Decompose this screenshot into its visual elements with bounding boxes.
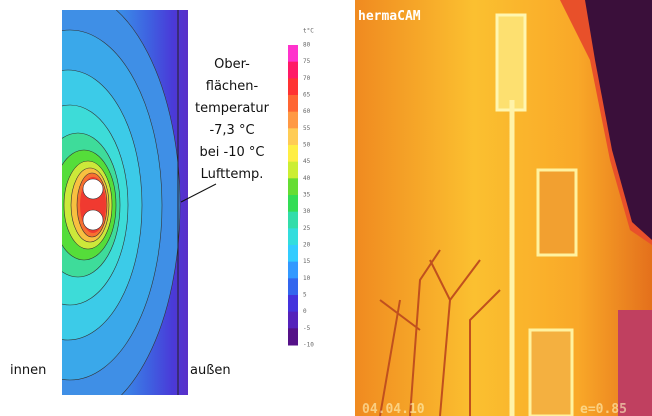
- legend-swatch: [288, 61, 298, 79]
- legend-swatch: [288, 78, 298, 96]
- legend-swatch: [288, 45, 298, 63]
- label-inside: innen: [10, 363, 46, 378]
- legend-tick-label: 50: [303, 142, 311, 149]
- legend-tick-label: 40: [303, 175, 311, 182]
- legend-swatch: [288, 178, 298, 196]
- window: [495, 13, 527, 112]
- window: [528, 328, 574, 416]
- legend-swatch: [288, 228, 298, 246]
- label-outside: außen: [190, 363, 231, 378]
- annotation-line: Lufttemp.: [201, 167, 264, 182]
- legend-tick-label: 70: [303, 75, 311, 82]
- legend-swatch: [288, 278, 298, 296]
- legend-swatch: [288, 261, 298, 279]
- legend-unit: t°C: [303, 28, 314, 35]
- legend-tick-label: 5: [303, 292, 307, 299]
- leader-line: [180, 183, 217, 203]
- legend-tick-label: -5: [303, 325, 311, 332]
- tree: [379, 249, 501, 416]
- annotation-line: temperatur: [195, 101, 270, 116]
- pipe: [82, 209, 104, 231]
- window: [536, 168, 578, 257]
- legend-tick-label: 0: [303, 308, 307, 315]
- legend-tick-label: 65: [303, 92, 311, 99]
- legend-tick-label: 60: [303, 108, 311, 115]
- thermal-photo: hermaCAM 04.04.10 e=0.85: [355, 0, 652, 416]
- date-label: 04.04.10: [362, 402, 425, 416]
- legend-tick-label: -10: [303, 342, 314, 349]
- emissivity-label: e=0.85: [580, 402, 627, 416]
- legend-swatch: [288, 245, 298, 263]
- legend-swatch: [288, 211, 298, 229]
- legend-tick-label: 45: [303, 158, 311, 165]
- annotation-line: -7,3 °C: [209, 123, 254, 138]
- legend-tick-label: 35: [303, 192, 311, 199]
- legend-tick-label: 80: [303, 42, 311, 49]
- legend-swatch: [288, 311, 298, 329]
- camera-label: hermaCAM: [358, 9, 421, 24]
- simulation: [62, 10, 188, 395]
- legend-swatch: [288, 145, 298, 163]
- legend-swatch: [288, 161, 298, 179]
- legend-tick-label: 55: [303, 125, 311, 132]
- legend-tick-label: 30: [303, 208, 311, 215]
- shrub: [618, 310, 652, 416]
- annotation-line: Ober-: [214, 57, 250, 72]
- legend-swatch: [288, 295, 298, 313]
- legend-swatch: [288, 111, 298, 129]
- legend-tick-label: 20: [303, 242, 311, 249]
- legend-swatch: [288, 128, 298, 146]
- legend-tick-label: 25: [303, 225, 311, 232]
- legend-tick-label: 75: [303, 58, 311, 65]
- legend-swatch: [288, 95, 298, 113]
- legend-swatch: [288, 328, 298, 346]
- sky: [585, 0, 652, 240]
- legend-swatch: [288, 195, 298, 213]
- annotation-line: flächen-: [206, 79, 259, 94]
- color-legend: t°C 80757065605550454035302520151050-5-1…: [288, 28, 314, 349]
- annotation-line: bei -10 °C: [200, 145, 265, 160]
- legend-tick-label: 15: [303, 258, 311, 265]
- pipe: [82, 178, 104, 200]
- annotation: Ober- flächen- temperatur -7,3 °C bei -1…: [180, 57, 270, 203]
- legend-tick-label: 10: [303, 275, 311, 282]
